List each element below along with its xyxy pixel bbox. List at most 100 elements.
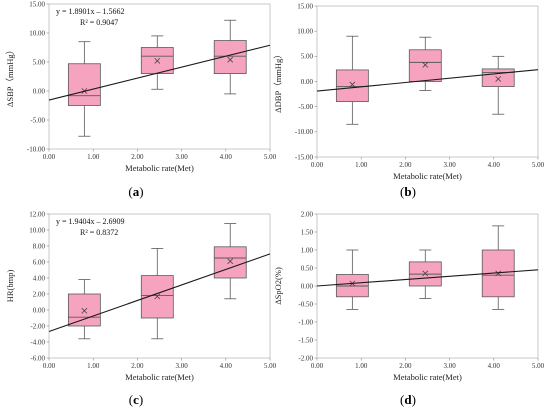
x-tick-label: 1.00 [87, 153, 100, 161]
y-tick-label: 12.00 [29, 210, 45, 218]
y-tick-label: 10.00 [29, 226, 45, 234]
y-tick-label: 0.50 [301, 264, 314, 272]
panel-b: -15.00 -10.00 -5.00 0.00 5.00 10.00 15.00 0.00 1… [273, 2, 545, 199]
panel-a: -10.00 -5.00 0.00 5.00 10.00 15.00 0.00 1.00 2.0… [5, 0, 277, 199]
y-tick-label: 6.00 [33, 258, 46, 266]
y-tick-label: 1.50 [301, 228, 314, 236]
y-tick-label: 2.00 [33, 290, 46, 298]
plot-frame [48, 3, 271, 150]
y-tick-label: 5.00 [33, 58, 46, 66]
box-2 [408, 36, 442, 91]
box-iqr [408, 49, 442, 82]
x-tick-label: 3.00 [443, 161, 456, 169]
x-tick-label: 0.00 [43, 362, 56, 370]
y-tick-label: -15.00 [295, 153, 314, 161]
panel-letter: b [404, 184, 411, 199]
x-tick-label: 1.00 [355, 161, 368, 169]
panel-c: -6.00 -4.00 -2.00 0.00 2.00 4.00 6.00 8.00 10.00… [5, 210, 277, 407]
box-1 [67, 41, 101, 137]
y-tick-label: -1.00 [298, 318, 313, 326]
x-tick-label: 1.00 [355, 362, 368, 370]
box-iqr [213, 246, 247, 279]
box-1 [335, 35, 369, 125]
y-tick-label: 0.00 [33, 306, 46, 314]
trend-equation: y = 1.9404x – 2.6909 [56, 217, 125, 226]
y-tick-label: -4.00 [30, 338, 45, 346]
r-squared: R² = 0.9047 [80, 18, 118, 27]
y-tick-label: 4.00 [33, 274, 46, 282]
box-iqr [481, 68, 515, 87]
panel-d: -2.00 -1.50 -1.00 -0.50 0.00 0.50 1.00 1.50 2.00… [273, 210, 545, 407]
mean-marker [227, 56, 234, 63]
y-tick-label: -2.00 [30, 322, 45, 330]
x-tick-label: 3.00 [175, 153, 188, 161]
box-2 [408, 249, 442, 300]
trend-line [316, 69, 539, 92]
y-tick-label: 0.00 [301, 282, 314, 290]
y-tick-label: -1.50 [298, 336, 313, 344]
y-axis-label: HR(bmp) [5, 270, 15, 303]
mean-marker [349, 81, 356, 88]
x-tick-label: 2.00 [131, 153, 144, 161]
panel-letter: a [133, 184, 140, 199]
trend-line [48, 44, 271, 101]
panel-caption: (b) [400, 184, 416, 199]
x-tick-label: 0.00 [311, 362, 324, 370]
x-tick-label: 4.00 [220, 362, 233, 370]
plot-frame [48, 213, 271, 359]
x-tick-label: 3.00 [443, 362, 456, 370]
box-iqr [67, 63, 101, 106]
y-tick-label: 10.00 [29, 29, 45, 37]
panel-letter: c [133, 392, 139, 407]
y-tick-label: 0.00 [301, 78, 314, 86]
box-3 [481, 225, 515, 310]
x-tick-label: 1.00 [87, 362, 100, 370]
y-tick-label: -2.00 [298, 354, 313, 362]
x-tick-label: 4.00 [488, 362, 501, 370]
mean-marker [422, 62, 429, 68]
y-tick-label: 5.00 [301, 53, 314, 61]
y-tick-label: -6.00 [30, 354, 45, 362]
y-tick-label: -5.00 [30, 116, 45, 124]
mean-marker [495, 76, 502, 82]
y-tick-label: 15.00 [297, 2, 313, 10]
panel-caption: (c) [129, 392, 143, 407]
x-tick-label: 5.00 [264, 153, 277, 161]
y-tick-label: 15.00 [29, 0, 45, 8]
trend-equation: y = 1.8901x – 1.5662 [56, 7, 125, 16]
box-1 [67, 279, 101, 340]
panel-caption: (a) [128, 184, 143, 199]
y-tick-label: -10.00 [27, 145, 46, 153]
y-tick-label: 2.00 [301, 210, 314, 218]
box-iqr [335, 69, 369, 103]
x-tick-label: 2.00 [399, 362, 412, 370]
x-axis-label: Metabolic rate(Met) [393, 372, 462, 382]
mean-marker [495, 270, 502, 277]
mean-marker [422, 270, 429, 277]
y-axis-label: ΔDBP（mmHg） [273, 50, 283, 113]
x-tick-label: 2.00 [131, 362, 144, 370]
panel-letter: d [404, 392, 412, 407]
y-tick-label: 1.00 [301, 246, 314, 254]
trend-line [316, 269, 539, 287]
x-tick-label: 2.00 [399, 161, 412, 169]
x-tick-label: 5.00 [264, 362, 277, 370]
mean-marker [81, 307, 88, 314]
x-tick-label: 4.00 [488, 161, 501, 169]
r-squared: R² = 0.8372 [80, 228, 118, 237]
x-tick-label: 3.00 [175, 362, 188, 370]
x-tick-label: 0.00 [311, 161, 324, 169]
x-tick-label: 5.00 [532, 362, 545, 370]
box-3 [213, 223, 247, 300]
x-tick-label: 4.00 [220, 153, 233, 161]
x-axis-label: Metabolic rate(Met) [125, 163, 194, 173]
y-tick-label: -0.50 [298, 300, 313, 308]
y-tick-label: 8.00 [33, 242, 46, 250]
y-tick-label: 0.00 [33, 87, 46, 95]
y-tick-label: -10.00 [295, 128, 314, 136]
x-axis-label: Metabolic rate(Met) [393, 171, 462, 181]
mean-marker [227, 258, 234, 265]
box-3 [213, 19, 247, 95]
x-tick-label: 5.00 [532, 161, 545, 169]
